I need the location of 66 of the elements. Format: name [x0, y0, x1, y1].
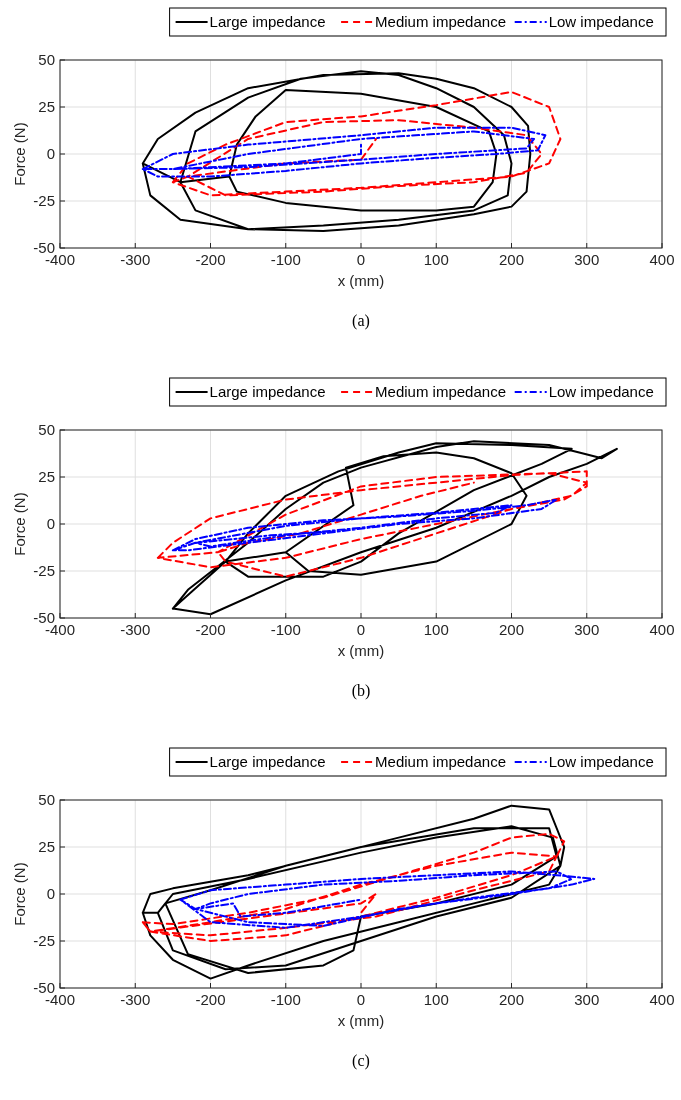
legend-label: Large impedance	[209, 753, 326, 770]
line-series	[156, 470, 588, 578]
x-tick-label: 200	[498, 991, 525, 1008]
x-tick-label: 0	[356, 991, 366, 1008]
y-tick-label: 0	[46, 145, 55, 162]
y-tick-label: 25	[38, 468, 55, 485]
x-tick-label: 400	[649, 251, 675, 268]
legend-label: Large impedance	[209, 13, 326, 30]
legend-label: Large impedance	[209, 383, 326, 400]
text: (b)	[351, 682, 371, 700]
y-tick-label: -25	[33, 192, 55, 209]
legend-label: Low impedance	[548, 753, 654, 770]
x-tick-label: -100	[270, 251, 301, 268]
y-tick-label: -25	[33, 562, 55, 579]
text: (a)	[352, 312, 370, 330]
y-tick-label: -50	[33, 979, 55, 996]
x-tick-label: 300	[574, 991, 600, 1008]
x-tick-label: 200	[498, 251, 525, 268]
x-tick-label: 400	[649, 621, 675, 638]
y-tick-label: -50	[33, 609, 55, 626]
y-tick-label: -50	[33, 239, 55, 256]
x-tick-label: 300	[574, 251, 600, 268]
x-tick-label: -100	[270, 991, 301, 1008]
x-axis-title: x (mm)	[337, 642, 385, 659]
legend-label: Low impedance	[548, 383, 654, 400]
legend-label: Medium impedance	[375, 13, 507, 30]
line-series	[171, 90, 562, 197]
x-tick-label: 100	[423, 621, 449, 638]
x-axis-title: x (mm)	[337, 272, 385, 289]
x-tick-label: 400	[649, 991, 675, 1008]
x-tick-label: 200	[498, 621, 525, 638]
x-tick-label: -100	[270, 621, 301, 638]
y-axis-title: Force (N)	[11, 122, 28, 186]
y-tick-label: 50	[38, 51, 55, 68]
y-tick-label: 0	[46, 885, 55, 902]
x-tick-label: -200	[195, 621, 226, 638]
y-tick-label: 25	[38, 98, 55, 115]
line-series	[179, 870, 596, 929]
legend-label: Medium impedance	[375, 753, 507, 770]
y-tick-label: 50	[38, 791, 55, 808]
x-tick-label: -200	[195, 991, 226, 1008]
x-tick-label: -300	[120, 991, 151, 1008]
line-series	[171, 498, 558, 552]
x-tick-label: -200	[195, 251, 226, 268]
line-series	[141, 70, 532, 233]
line-series	[141, 804, 566, 980]
y-axis-title: Force (N)	[11, 862, 28, 926]
x-tick-label: 100	[423, 251, 449, 268]
y-tick-label: -25	[33, 932, 55, 949]
legend-label: Medium impedance	[375, 383, 507, 400]
x-tick-label: 100	[423, 991, 449, 1008]
x-tick-label: -300	[120, 251, 151, 268]
text: (c)	[352, 1052, 370, 1070]
x-tick-label: 300	[574, 621, 600, 638]
line-series	[141, 126, 547, 178]
y-tick-label: 0	[46, 515, 55, 532]
y-tick-label: 50	[38, 421, 55, 438]
legend-label: Low impedance	[548, 13, 654, 30]
y-tick-label: 25	[38, 838, 55, 855]
line-series	[141, 832, 566, 942]
x-tick-label: 0	[356, 251, 366, 268]
x-axis-title: x (mm)	[337, 1012, 385, 1029]
line-series	[171, 440, 618, 616]
y-axis-title: Force (N)	[11, 492, 28, 556]
x-tick-label: 0	[356, 621, 366, 638]
x-tick-label: -300	[120, 621, 151, 638]
